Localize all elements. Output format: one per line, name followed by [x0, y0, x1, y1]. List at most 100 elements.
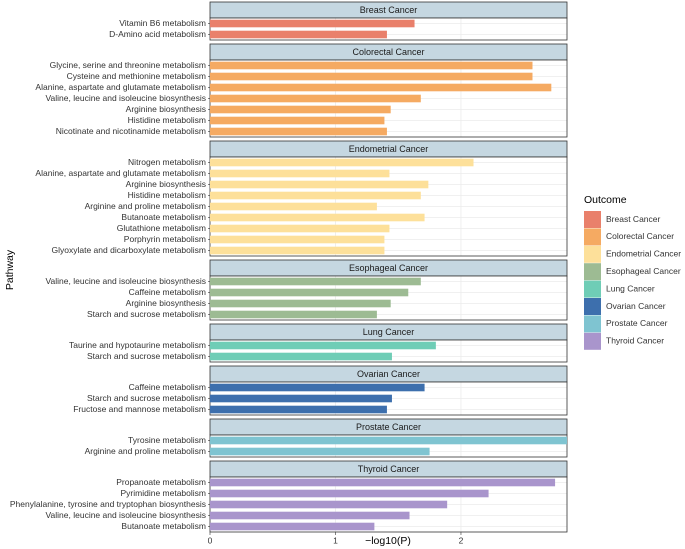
bar: [210, 158, 474, 167]
legend-key: [584, 332, 601, 350]
y-tick-label: Phenylalanine, tyrosine and tryptophan b…: [10, 499, 206, 509]
legend-label: Breast Cancer: [606, 214, 660, 224]
legend-label: Endometrial Cancer: [606, 249, 681, 259]
y-axis-title: Pathway: [4, 249, 16, 290]
strip-label: Lung Cancer: [363, 327, 415, 337]
x-tick-label: 0: [208, 535, 213, 545]
y-tick-label: Cysteine and methionine metabolism: [67, 71, 206, 81]
strip-label: Breast Cancer: [360, 5, 418, 15]
bar: [210, 383, 425, 392]
y-tick-label: Glyoxylate and dicarboxylate metabolism: [52, 245, 207, 255]
y-tick-label: Glycine, serine and threonine metabolism: [50, 60, 206, 70]
bar: [210, 436, 567, 445]
y-tick-label: Arginine and proline metabolism: [85, 446, 206, 456]
y-tick-label: Caffeine metabolism: [129, 382, 206, 392]
legend-label: Lung Cancer: [606, 283, 655, 293]
y-tick-label: Starch and sucrose metabolism: [87, 393, 206, 403]
bar: [210, 489, 489, 498]
y-tick-label: Butanoate metabolism: [121, 212, 206, 222]
panel-border: [209, 434, 568, 458]
y-tick-label: Valine, leucine and isoleucine biosynthe…: [46, 510, 207, 520]
strip-label: Ovarian Cancer: [357, 369, 420, 379]
legend-label: Prostate Cancer: [606, 318, 668, 328]
bar: [210, 224, 390, 233]
bar: [210, 522, 375, 531]
bar: [210, 213, 425, 222]
bar: [210, 511, 410, 520]
x-tick-label: 2: [459, 535, 464, 545]
bar: [210, 116, 385, 125]
bar: [210, 94, 421, 103]
bar: [210, 405, 387, 414]
y-tick-label: Tyrosine metabolism: [128, 435, 206, 445]
y-tick-label: Histidine metabolism: [128, 115, 206, 125]
y-tick-label: Arginine biosynthesis: [126, 179, 206, 189]
bar: [210, 447, 430, 456]
bar: [210, 394, 392, 403]
bar: [210, 341, 436, 350]
strip-label: Thyroid Cancer: [358, 464, 420, 474]
bar: [210, 180, 429, 189]
bar: [210, 83, 552, 92]
legend-key: [584, 315, 601, 333]
y-tick-label: Pyrimidine metabolism: [121, 488, 207, 498]
legend-key: [584, 245, 601, 263]
y-tick-label: Caffeine metabolism: [129, 287, 206, 297]
bar: [210, 277, 421, 286]
legend-title: Outcome: [584, 194, 627, 206]
y-tick-label: Arginine biosynthesis: [126, 104, 206, 114]
legend-label: Thyroid Cancer: [606, 336, 664, 346]
bar: [210, 19, 415, 28]
bar: [210, 299, 391, 308]
legend-key: [584, 228, 601, 246]
legend-key: [584, 263, 601, 281]
bar: [210, 72, 533, 81]
bar: [210, 105, 391, 114]
strip-label: Esophageal Cancer: [349, 263, 428, 273]
y-tick-label: Arginine and proline metabolism: [85, 201, 206, 211]
bar: [210, 288, 409, 297]
panel-border: [209, 17, 568, 41]
strip-label: Endometrial Cancer: [349, 144, 429, 154]
y-tick-label: Glutathione metabolism: [117, 223, 206, 233]
y-tick-label: D-Amino acid metabolism: [109, 29, 206, 39]
y-tick-label: Starch and sucrose metabolism: [87, 309, 206, 319]
bar: [210, 235, 385, 244]
legend-label: Ovarian Cancer: [606, 301, 666, 311]
bar: [210, 352, 392, 361]
bar: [210, 191, 421, 200]
x-axis-title: −log10(P): [365, 535, 411, 547]
strip-label: Colorectal Cancer: [352, 47, 424, 57]
bar: [210, 246, 385, 255]
panel-border: [209, 339, 568, 363]
y-tick-label: Alanine, aspartate and glutamate metabol…: [35, 168, 206, 178]
legend-key: [584, 211, 601, 228]
y-tick-label: Vitamin B6 metabolism: [119, 18, 206, 28]
y-tick-label: Porphyrin metabolism: [124, 234, 206, 244]
y-tick-label: Alanine, aspartate and glutamate metabol…: [35, 82, 206, 92]
plot-clip: [210, 19, 567, 531]
y-tick-label: Valine, leucine and isoleucine biosynthe…: [46, 276, 207, 286]
y-tick-label: Fructose and mannose metabolism: [73, 404, 206, 414]
y-tick-label: Starch and sucrose metabolism: [87, 351, 206, 361]
legend-key: [584, 298, 601, 315]
legend-label: Esophageal Cancer: [606, 266, 681, 276]
panel-border: [209, 275, 568, 321]
legend-label: Colorectal Cancer: [606, 231, 674, 241]
y-tick-label: Histidine metabolism: [128, 190, 206, 200]
y-tick-label: Valine, leucine and isoleucine biosynthe…: [46, 93, 207, 103]
bar: [210, 30, 387, 39]
bar: [210, 500, 448, 509]
strip-label: Prostate Cancer: [356, 422, 421, 432]
y-tick-label: Propanoate metabolism: [116, 477, 206, 487]
y-tick-label: Butanoate metabolism: [121, 521, 206, 531]
bar: [210, 169, 390, 178]
y-tick-label: Taurine and hypotaurine metabolism: [69, 340, 206, 350]
x-tick-label: 1: [333, 535, 338, 545]
bar: [210, 478, 556, 487]
bar: [210, 202, 377, 211]
bar: [210, 61, 533, 70]
y-tick-label: Nicotinate and nicotinamide metabolism: [56, 126, 206, 136]
y-tick-label: Nitrogen metabolism: [128, 157, 206, 167]
